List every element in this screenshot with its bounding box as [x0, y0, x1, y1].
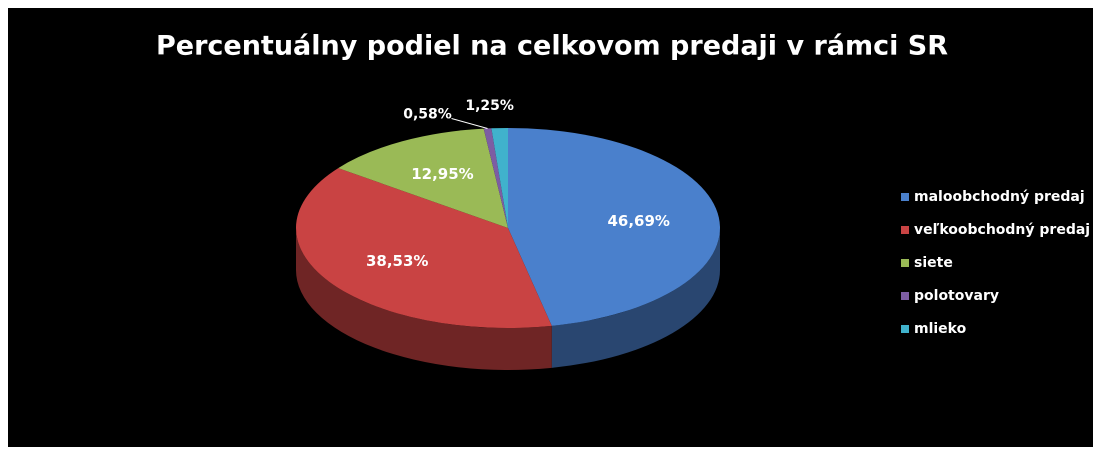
slice	[483, 128, 508, 228]
data-label: 1,25%	[465, 98, 514, 114]
slice-side	[551, 228, 720, 368]
slice	[338, 128, 508, 228]
slice	[491, 128, 508, 228]
leader-line	[451, 117, 488, 129]
legend-label: veľkoobchodný predaj	[914, 222, 1090, 238]
legend-label: mlieko	[914, 321, 967, 337]
data-label: 12,95%	[411, 165, 473, 183]
legend-label: maloobchodný predaj	[914, 189, 1085, 205]
chart-title: Percentuálny podiel na celkovom predaji …	[156, 31, 948, 62]
legend-label: siete	[914, 255, 953, 271]
slice-side	[296, 228, 552, 370]
data-label: 46,69%	[607, 212, 669, 230]
legend-swatch	[901, 292, 909, 300]
legend-label: polotovary	[914, 288, 999, 304]
legend-swatch	[901, 259, 909, 267]
legend-swatch	[901, 193, 909, 201]
data-label: 38,53%	[366, 252, 428, 270]
slice	[296, 168, 552, 328]
legend-swatch	[901, 325, 909, 333]
legend-swatch	[901, 226, 909, 234]
slice	[508, 128, 720, 326]
data-label: 0,58%	[403, 106, 452, 122]
